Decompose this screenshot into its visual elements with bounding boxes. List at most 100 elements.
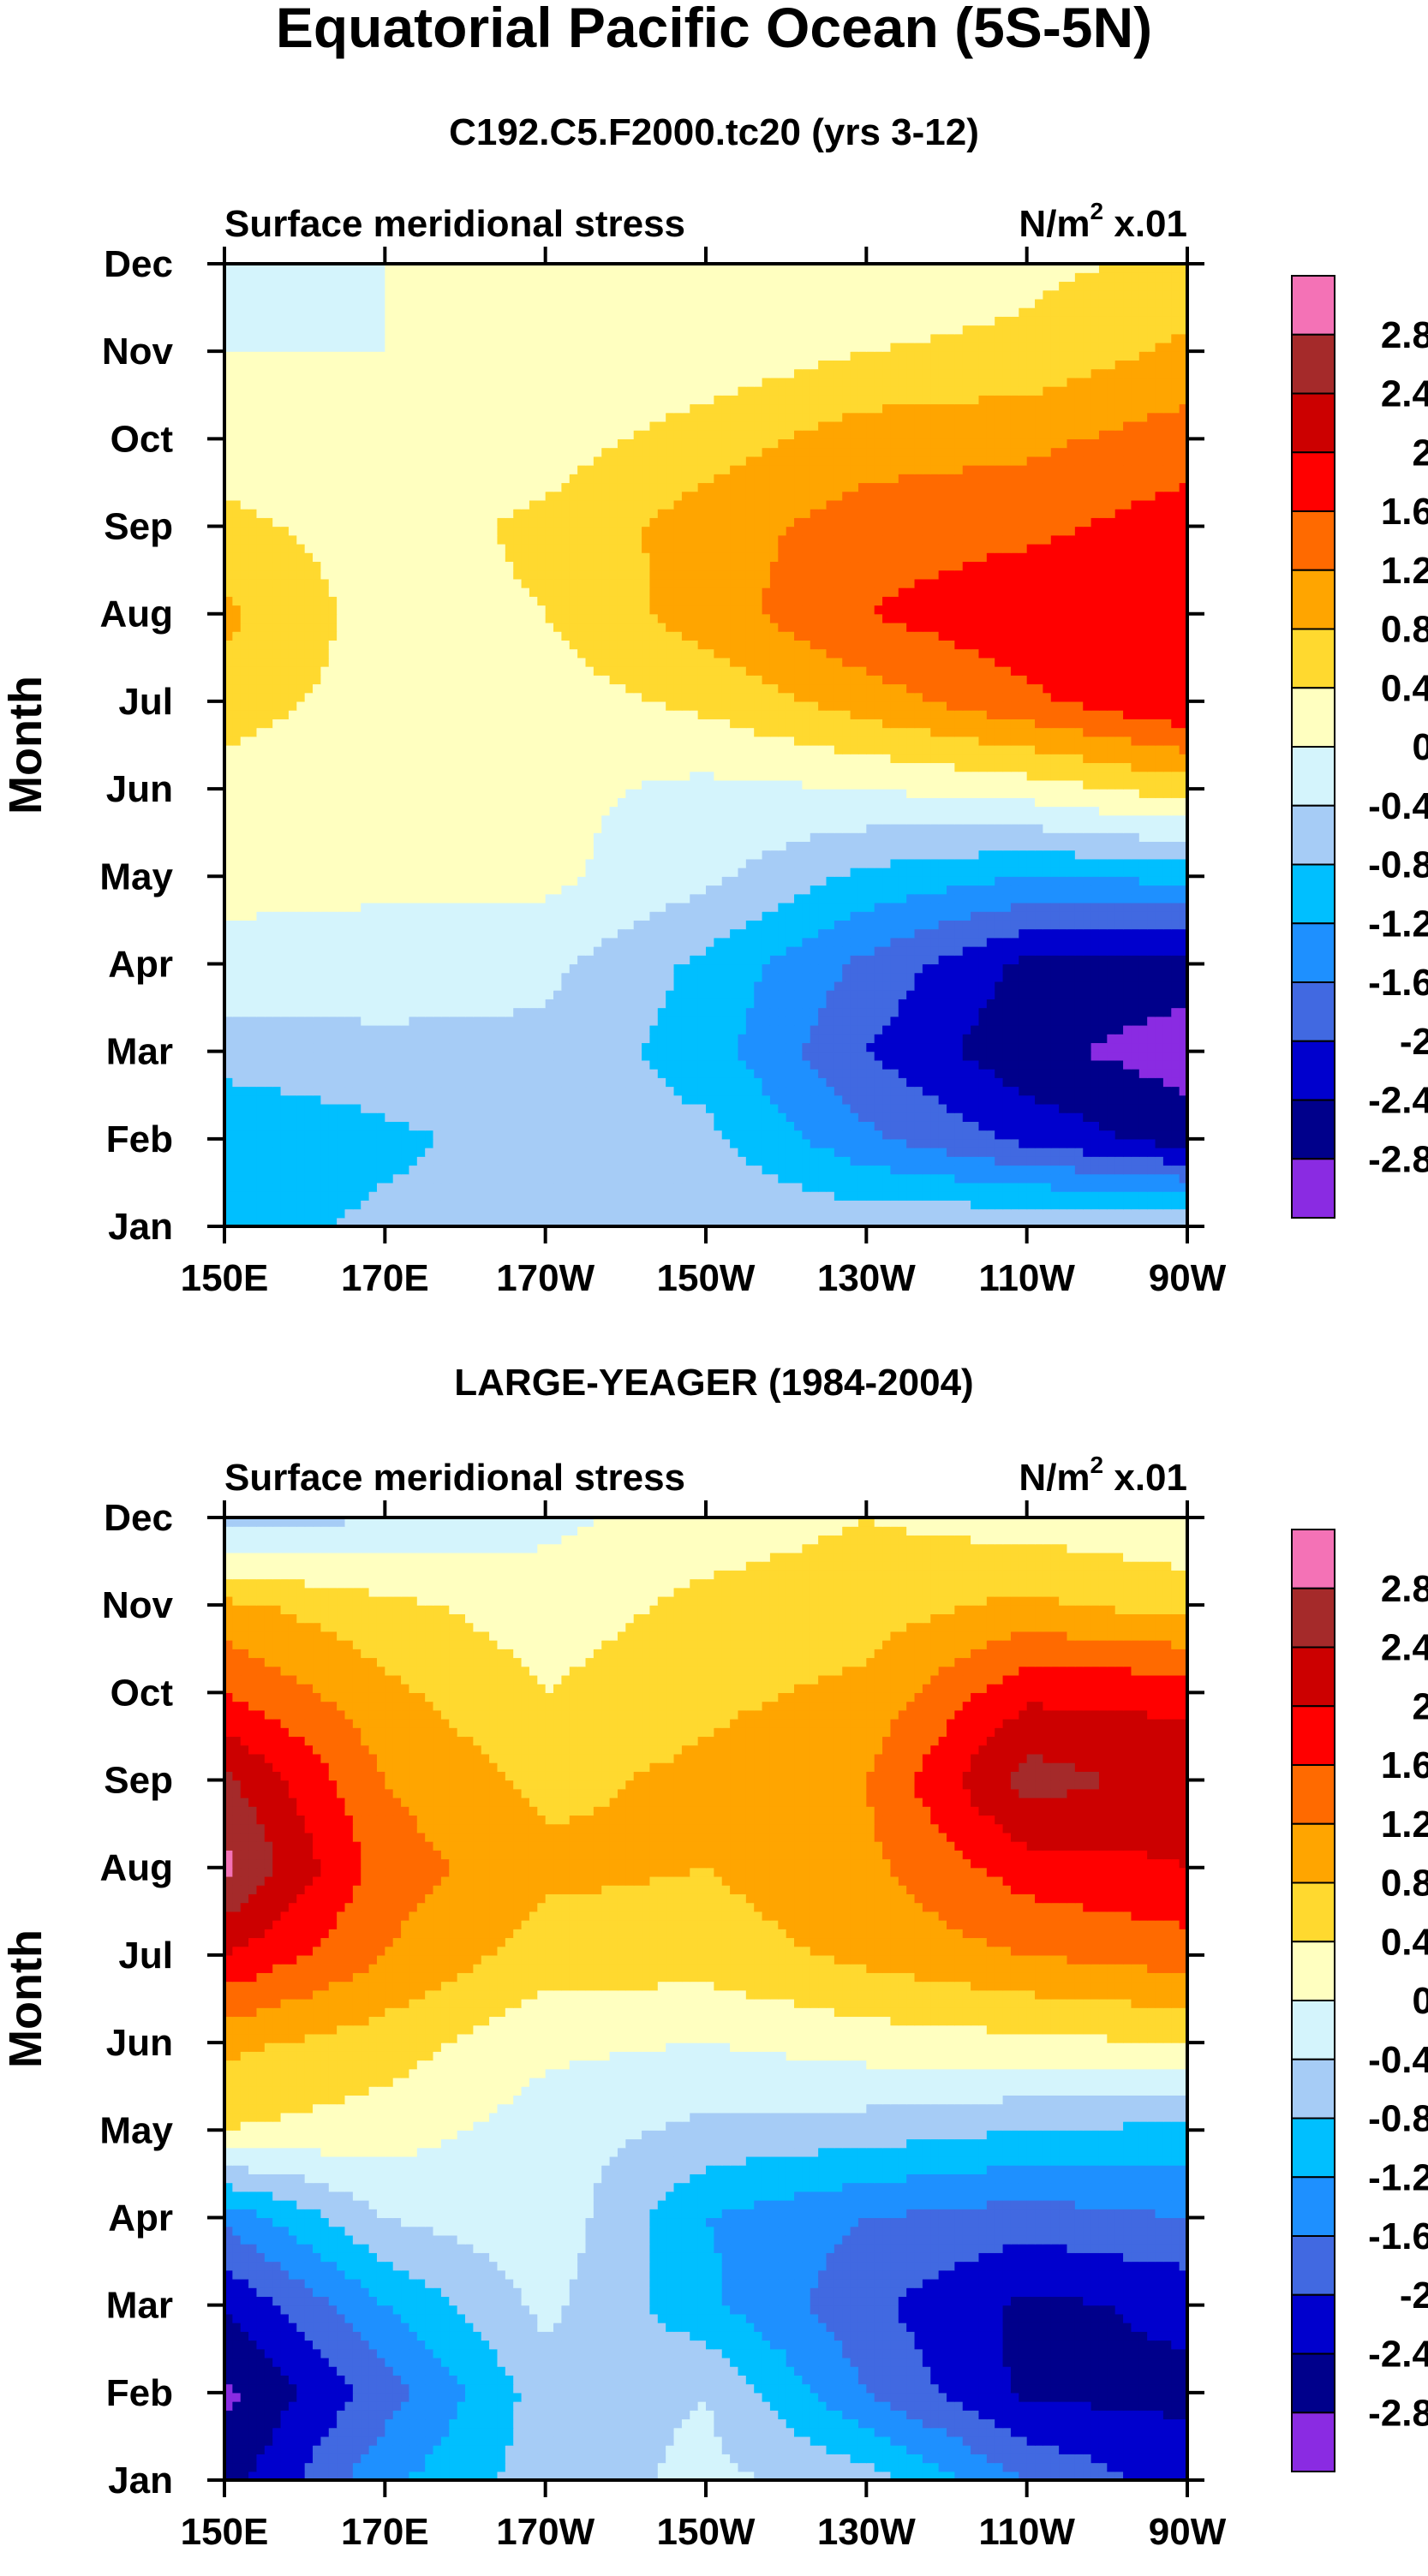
heatmap-cell [1155,999,1164,1009]
heatmap-cell [392,1016,402,1026]
heatmap-cell [304,972,314,982]
heatmap-cell [529,911,538,921]
heatmap-cell [706,858,714,868]
heatmap-cell [481,1191,490,1201]
heatmap-cell [529,868,538,877]
heatmap-cell [1138,1191,1148,1201]
heatmap-cell [738,920,747,930]
heatmap-cell [337,1034,346,1044]
heatmap-cell [232,1077,242,1088]
heatmap-cell [874,1191,883,1201]
heatmap-cell [938,1077,947,1088]
heatmap-cell [818,972,828,982]
heatmap-cell [368,902,378,912]
heatmap-cell [1010,1034,1019,1044]
heatmap-cell [416,1024,426,1035]
heatmap-cell [264,1165,273,1175]
heatmap-cell [449,920,458,930]
heatmap-cell [745,1112,755,1122]
heatmap-cell [256,1138,266,1148]
heatmap-cell [401,1007,410,1017]
heatmap-cell [1171,1094,1180,1105]
heatmap-cell [328,1112,338,1122]
heatmap-cell [738,1094,747,1105]
heatmap-cell [1090,963,1100,974]
heatmap-cell [585,1034,595,1044]
heatmap-cell [1162,1173,1172,1184]
heatmap-cell [489,1042,499,1052]
heatmap-cell [409,1156,418,1166]
heatmap-cell [857,1112,867,1122]
heatmap-cell [513,990,523,999]
heatmap-cell [947,1138,955,1148]
heatmap-cell [537,911,547,921]
heatmap-cell [1050,1069,1060,1078]
heatmap-cell [986,1191,995,1201]
heatmap-cell [1019,972,1028,982]
heatmap-cell [320,981,330,991]
heatmap-cell [890,1024,899,1035]
heatmap-cell [240,1077,249,1088]
heatmap-cell [440,1051,450,1061]
heatmap-cell [376,955,385,965]
heatmap-cell [385,1156,394,1166]
heatmap-cell [1043,1016,1052,1026]
heatmap-cell [1050,1094,1060,1105]
heatmap-cell [1107,1165,1116,1175]
heatmap-cell [352,1094,361,1105]
heatmap-cell [1002,1103,1012,1113]
heatmap-cell [280,1112,290,1122]
heatmap-cell [978,911,988,921]
heatmap-cell [697,1094,707,1105]
heatmap-cell [513,1051,523,1061]
heatmap-cell [642,1042,651,1052]
heatmap-cell [890,1156,899,1166]
heatmap-cell [505,1016,514,1026]
heatmap-cell [1138,868,1148,877]
heatmap-cell [296,937,306,947]
heatmap-cell [754,893,763,903]
heatmap-cell [890,1191,899,1201]
heatmap-cell [569,1103,578,1113]
heatmap-cell [601,1077,611,1088]
heatmap-cell [1107,1200,1116,1210]
heatmap-cell [874,893,883,903]
heatmap-cell [690,1148,699,1157]
heatmap-cell [1067,1086,1076,1096]
heatmap-cell [457,876,466,886]
heatmap-cell [625,1191,635,1201]
heatmap-cell [320,876,330,886]
heatmap-cell [978,963,988,974]
heatmap-cell [978,1016,988,1026]
heatmap-cell [971,972,980,982]
heatmap-cell [730,1024,739,1035]
heatmap-cell [553,920,562,930]
heatmap-cell [392,1182,402,1192]
heatmap-cell [561,911,571,921]
heatmap-cell [633,1077,642,1088]
heatmap-cell [826,1182,835,1192]
heatmap-cell [754,1034,763,1044]
heatmap-cell [794,928,803,939]
heatmap-cell [769,981,779,991]
heatmap-cell [489,946,499,956]
heatmap-cell [248,1165,258,1175]
heatmap-cell [617,1182,626,1192]
heatmap-cell [529,999,538,1009]
heatmap-cell [569,928,578,939]
heatmap-cell [914,876,923,886]
heatmap-cell [344,1042,354,1052]
heatmap-cell [802,885,811,895]
heatmap-cell [553,955,562,965]
heatmap-cell [1138,1024,1148,1035]
heatmap-cell [545,1024,554,1035]
heatmap-cell [545,1138,554,1148]
heatmap-cell [657,999,666,1009]
heatmap-cell [810,946,819,956]
heatmap-cell [368,1016,378,1026]
heatmap-cell [810,1024,819,1035]
heatmap-cell [288,1059,297,1070]
heatmap-cell [352,1024,361,1035]
heatmap-cell [833,981,843,991]
heatmap-cell [721,1200,731,1210]
